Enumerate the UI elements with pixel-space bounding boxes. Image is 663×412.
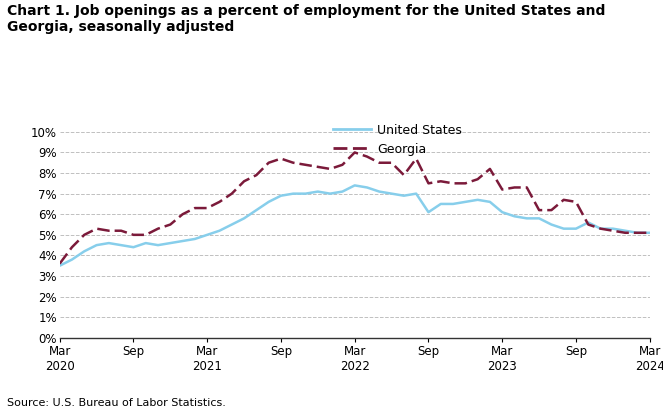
Legend: United States, Georgia: United States, Georgia — [333, 124, 462, 156]
Text: Chart 1. Job openings as a percent of employment for the United States and
Georg: Chart 1. Job openings as a percent of em… — [7, 4, 605, 34]
Text: Source: U.S. Bureau of Labor Statistics.: Source: U.S. Bureau of Labor Statistics. — [7, 398, 225, 408]
